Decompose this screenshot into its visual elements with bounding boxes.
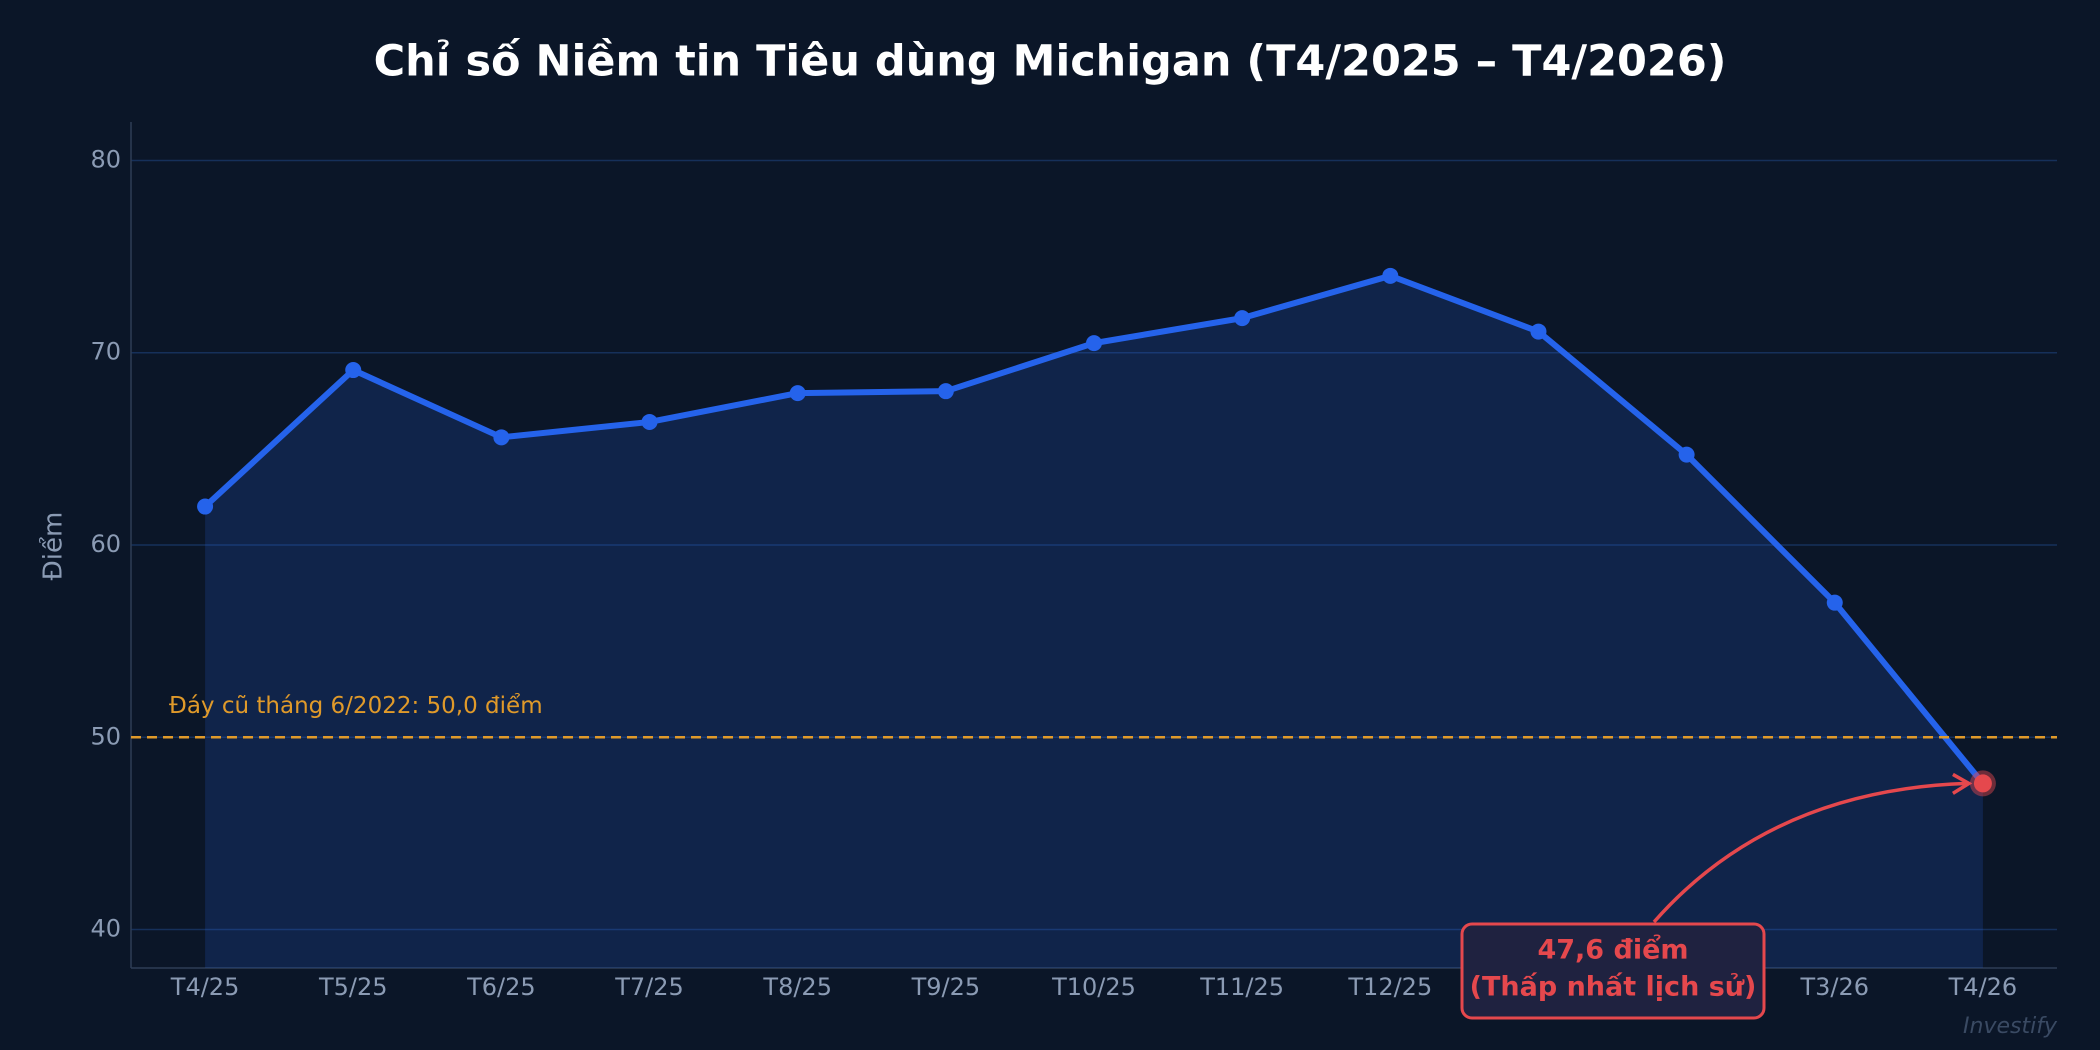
- watermark: Investify: [1963, 1014, 2058, 1039]
- point: [1530, 323, 1547, 340]
- x-tick-label: T5/25: [318, 973, 388, 1001]
- point: [1826, 594, 1843, 611]
- point: [1234, 310, 1251, 327]
- point: [1382, 267, 1399, 284]
- y-axis-label: Điểm: [38, 512, 69, 581]
- point: [937, 383, 954, 400]
- x-tick-label: T8/25: [762, 973, 832, 1001]
- x-tick-label: T10/25: [1051, 973, 1136, 1001]
- x-tick-label: T11/25: [1199, 973, 1284, 1001]
- area: [205, 275, 1983, 968]
- chart-title: Chỉ số Niềm tin Tiêu dùng Michigan (T4/2…: [374, 37, 1727, 87]
- annotation-text: (Thấp nhất lịch sử): [1470, 972, 1757, 1003]
- x-tick-label: T9/25: [911, 973, 981, 1001]
- annotation-text: 47,6 điểm: [1537, 933, 1688, 966]
- y-tick-label: 80: [90, 145, 121, 173]
- point: [1086, 335, 1102, 352]
- x-tick-label: T12/25: [1347, 973, 1432, 1001]
- x-tick-label: T4/25: [170, 973, 240, 1001]
- x-tick-label: T4/26: [1948, 973, 2018, 1001]
- y-tick-label: 60: [90, 530, 121, 558]
- point: [1973, 774, 1992, 793]
- x-tick-label: T3/26: [1799, 973, 1869, 1001]
- point: [197, 498, 214, 515]
- reference-label: Đáy cũ tháng 6/2022: 50,0 điểm: [169, 693, 543, 719]
- point: [641, 413, 658, 430]
- y-tick-label: 70: [90, 338, 121, 366]
- annotation-arrow: [1652, 781, 1967, 924]
- point: [789, 385, 806, 402]
- x-tick-label: T6/25: [466, 973, 536, 1001]
- annotation-arrowhead: [1951, 772, 1973, 795]
- annotation-box: [1460, 922, 1766, 1020]
- y-tick-label: 40: [90, 915, 121, 943]
- y-tick-label: 50: [90, 722, 121, 750]
- x-tick-label: T7/25: [614, 973, 684, 1001]
- point: [493, 429, 510, 446]
- point: [1678, 446, 1695, 463]
- point: [345, 362, 362, 379]
